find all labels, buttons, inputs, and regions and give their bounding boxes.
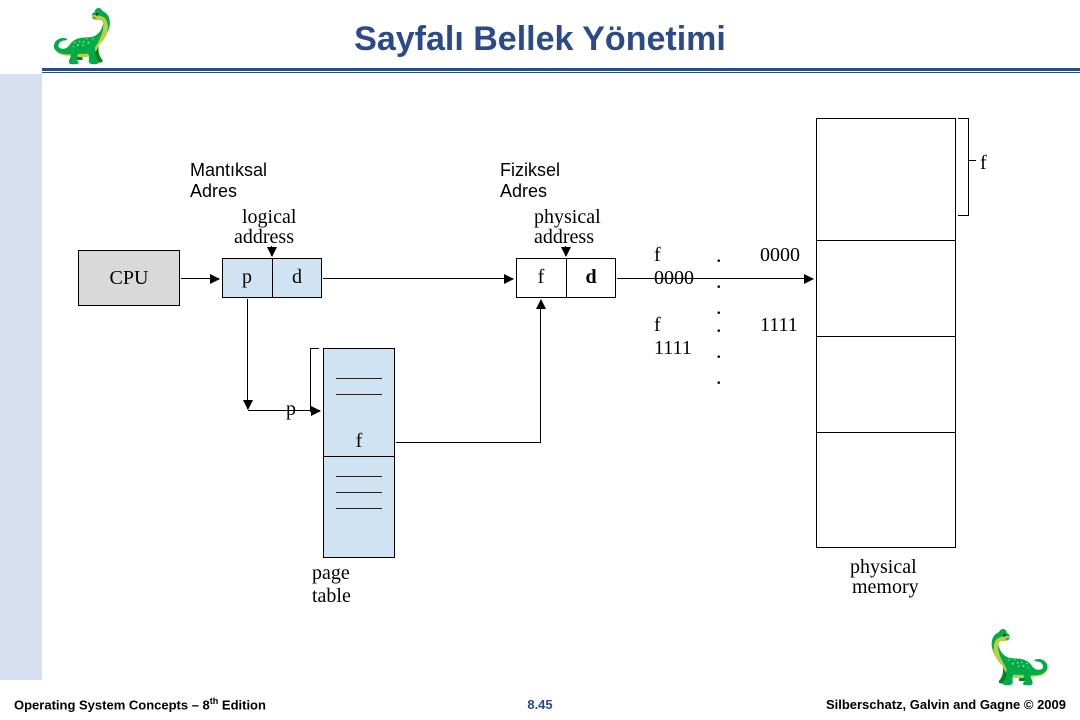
page-table-f: f bbox=[323, 430, 395, 453]
physical-d: d bbox=[566, 266, 616, 289]
arrow-p-down bbox=[247, 299, 248, 409]
page-table-p: p bbox=[286, 398, 296, 421]
arrow-d-passthrough bbox=[323, 278, 513, 279]
logical-address-caption-l2: address bbox=[234, 226, 294, 249]
header-rule-thin bbox=[42, 72, 1080, 73]
arrow-to-memory bbox=[617, 278, 813, 279]
page-table-caption: page table bbox=[312, 562, 351, 608]
footer-copyright: Silberschatz, Galvin and Gagne © 2009 bbox=[826, 697, 1066, 712]
logical-p: p bbox=[222, 266, 272, 289]
header-rule bbox=[42, 68, 1080, 71]
side-stripe bbox=[0, 74, 42, 680]
cpu-label: CPU bbox=[79, 267, 179, 290]
physical-address-caption-l2: address bbox=[534, 226, 594, 249]
memory-frame-line-3 bbox=[816, 432, 956, 433]
page-table-brace bbox=[310, 348, 319, 412]
memory-caption-l2: memory bbox=[852, 576, 919, 599]
arrow-physical-caption bbox=[565, 246, 566, 256]
memory-frame-line-bot bbox=[816, 336, 956, 337]
logical-d: d bbox=[272, 266, 322, 289]
frame-bot-addr-right: 1111 bbox=[760, 314, 798, 337]
arrow-logical-caption bbox=[271, 246, 272, 256]
frame-top-addr-right: 0000 bbox=[760, 244, 800, 267]
arrow-f-up bbox=[540, 300, 541, 443]
frame-top-dots: . . . bbox=[716, 242, 724, 320]
page-table-box bbox=[323, 348, 395, 558]
frame-bot-addr-left: f 1111 bbox=[654, 314, 692, 360]
memory-frame-line-top bbox=[816, 240, 956, 241]
cpu-box: CPU bbox=[78, 250, 180, 306]
physical-memory-box bbox=[816, 118, 956, 548]
page-title: Sayfalı Bellek Yönetimi bbox=[0, 20, 1080, 59]
memory-f-label: f bbox=[980, 152, 987, 175]
physical-f: f bbox=[516, 266, 566, 289]
frame-top-addr-left: f 0000 bbox=[654, 244, 694, 290]
frame-bot-dots: . . . bbox=[716, 312, 724, 390]
dinosaur-icon: 🦕 bbox=[987, 627, 1052, 688]
arrow-cpu-to-logical bbox=[181, 278, 219, 279]
logical-address-label-tr: Mantıksal Adres bbox=[190, 160, 267, 202]
physical-address-label-tr: Fiziksel Adres bbox=[500, 160, 560, 202]
memory-brace-upper bbox=[958, 118, 969, 216]
f-out-horizontal bbox=[396, 442, 540, 443]
